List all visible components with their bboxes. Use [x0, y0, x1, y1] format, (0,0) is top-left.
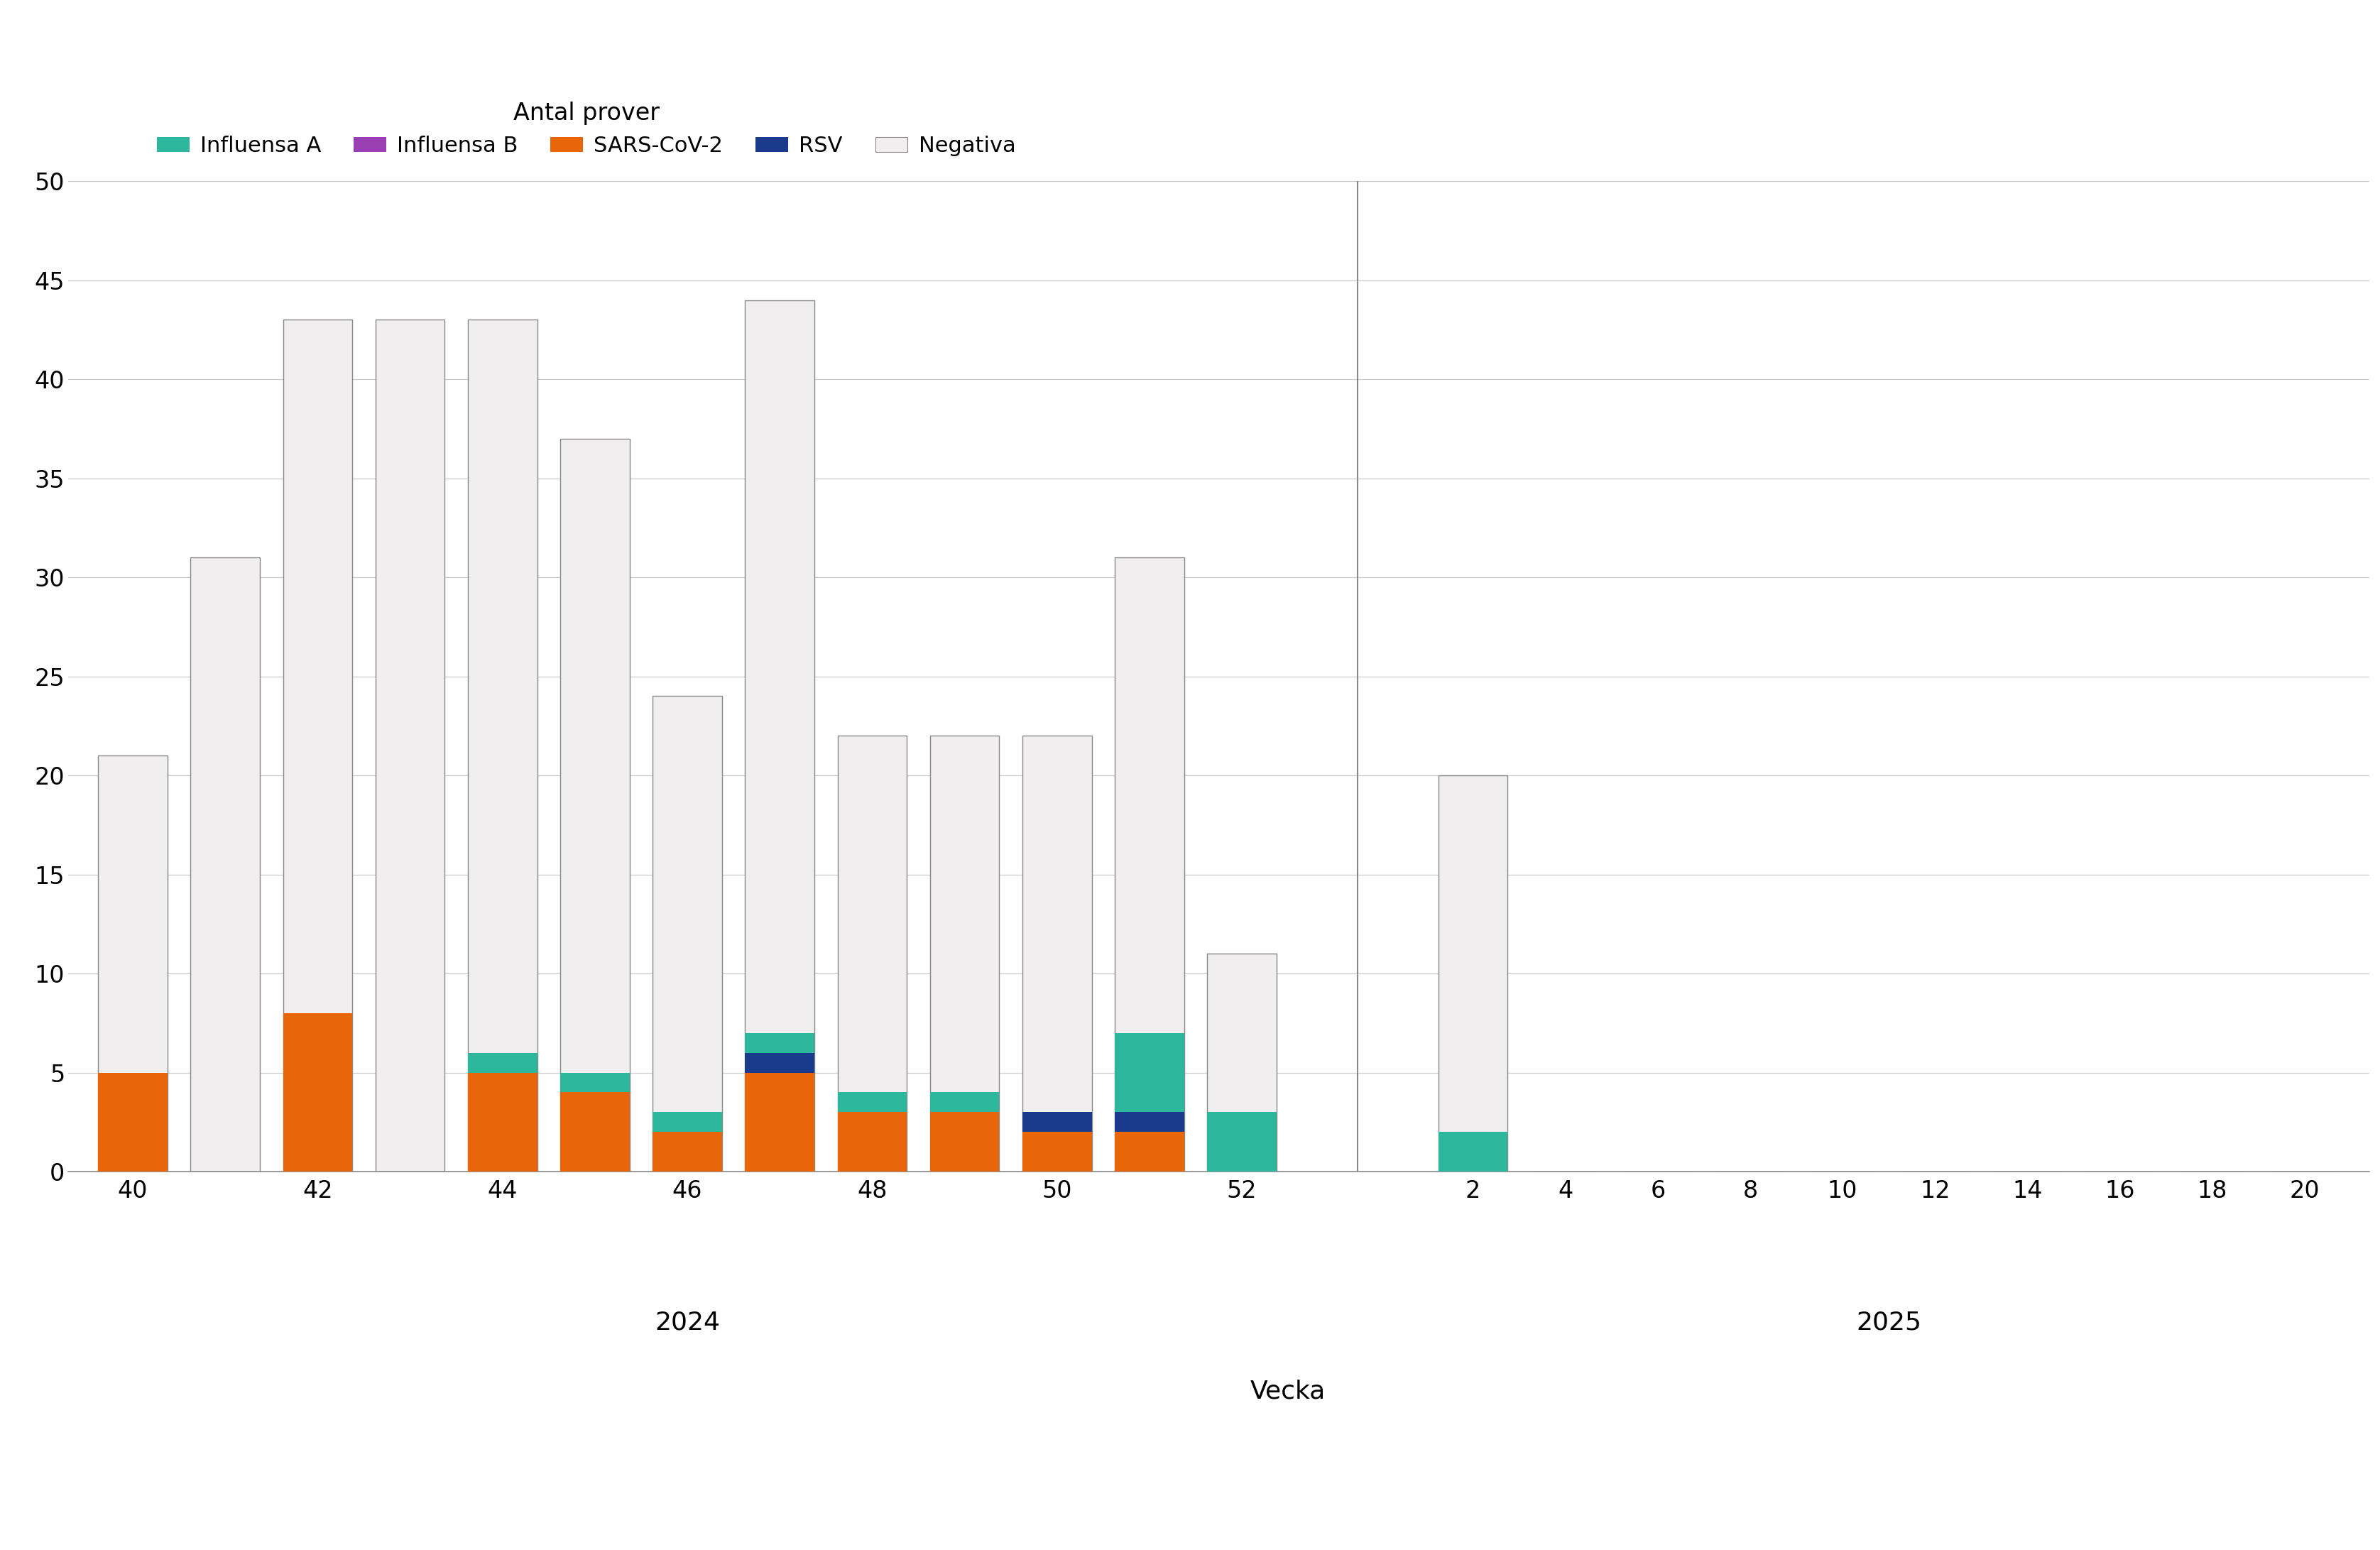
Bar	[745, 301, 814, 1172]
Bar	[283, 1014, 352, 1172]
Bar	[1114, 1032, 1185, 1113]
Bar	[931, 736, 1000, 1172]
Bar	[190, 558, 259, 1172]
Bar	[1023, 736, 1092, 1172]
Bar	[1207, 1113, 1276, 1172]
Bar	[838, 736, 907, 1172]
Bar	[469, 319, 538, 1172]
Bar	[559, 1093, 631, 1172]
Bar	[745, 1032, 814, 1052]
Bar	[652, 1113, 721, 1132]
Bar	[469, 1073, 538, 1172]
Bar	[838, 1113, 907, 1172]
Bar	[1114, 1132, 1185, 1172]
Bar	[283, 319, 352, 1172]
Bar	[745, 1073, 814, 1172]
Bar	[1207, 953, 1276, 1172]
Bar	[745, 1052, 814, 1073]
Bar	[469, 1052, 538, 1073]
Bar	[1023, 1132, 1092, 1172]
Bar	[559, 1073, 631, 1093]
Text: Vecka: Vecka	[1250, 1380, 1326, 1404]
Text: 2024: 2024	[655, 1310, 721, 1335]
Bar	[1023, 1113, 1092, 1132]
Bar	[931, 1093, 1000, 1113]
Legend: Influensa A, Influensa B, SARS-CoV-2, RSV, Negativa: Influensa A, Influensa B, SARS-CoV-2, RS…	[148, 93, 1023, 166]
Bar	[652, 696, 721, 1172]
Bar	[1114, 1113, 1185, 1132]
Bar	[931, 1113, 1000, 1172]
Text: 2025: 2025	[1856, 1310, 1921, 1335]
Bar	[559, 439, 631, 1172]
Bar	[376, 319, 445, 1172]
Bar	[98, 755, 167, 1172]
Bar	[652, 1132, 721, 1172]
Bar	[838, 1093, 907, 1113]
Bar	[1438, 1132, 1507, 1172]
Bar	[98, 1073, 167, 1172]
Bar	[1114, 558, 1185, 1172]
Bar	[1438, 775, 1507, 1172]
